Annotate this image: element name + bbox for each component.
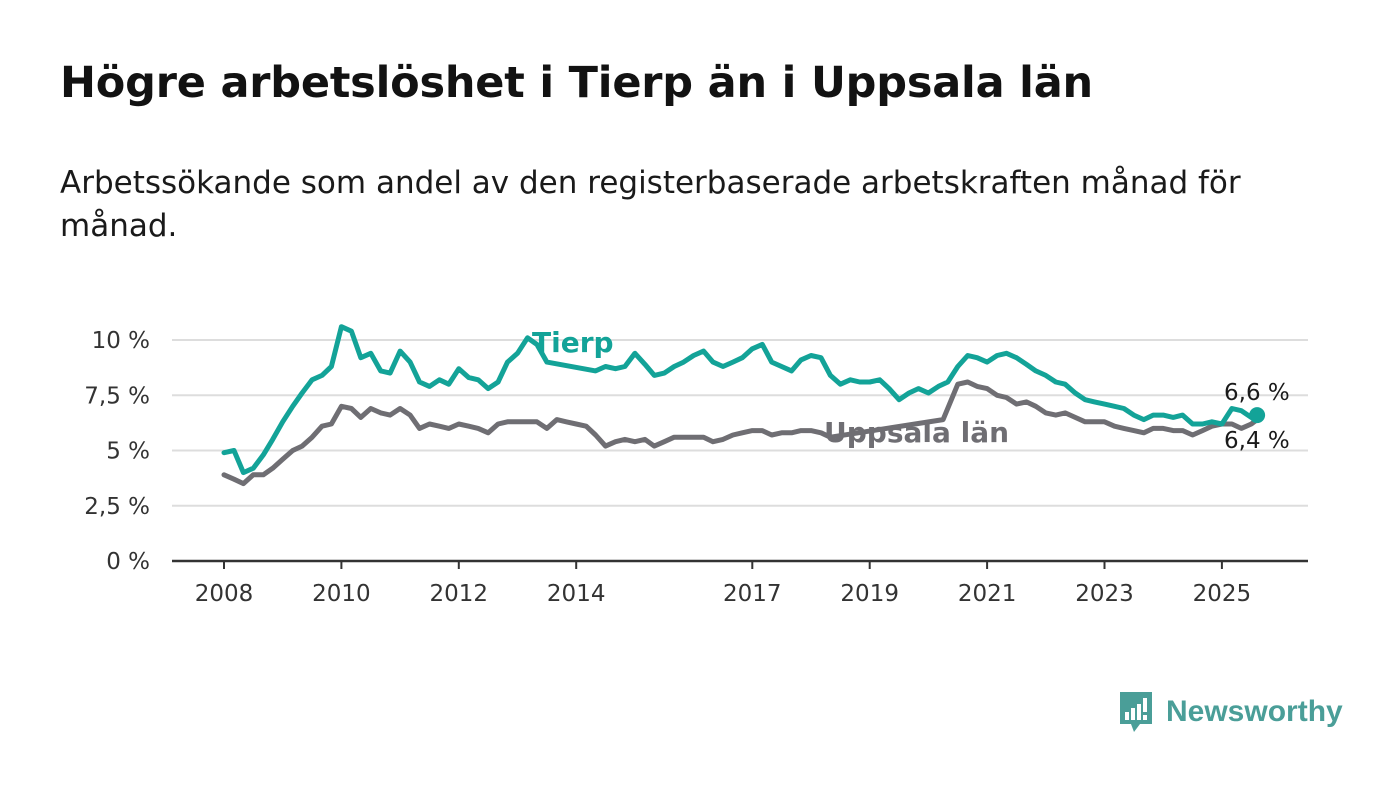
annotations: Tierp Uppsala län 6,6 % 6,4 % — [532, 326, 1290, 454]
series-line-uppsala — [221, 379, 1260, 487]
y-tick-label: 10 % — [92, 328, 150, 354]
bar-chart-icon — [1120, 692, 1152, 732]
x-tick-label: 2012 — [430, 581, 489, 607]
y-axis-ticks: 0 % 2,5 % 5 % 7,5 % 10 % — [84, 328, 150, 575]
x-axis: 2008 2010 2012 2014 2017 2019 2021 2023 2025 — [172, 559, 1308, 607]
x-tick-label: 2025 — [1193, 581, 1252, 607]
x-tick-label: 2019 — [840, 581, 899, 607]
brand-name: Newsworthy — [1166, 695, 1343, 728]
chart-subtitle: Arbetssökande som andel av den registerb… — [60, 165, 1241, 244]
series-line-tierp — [221, 324, 1260, 476]
y-tick-label: 7,5 % — [84, 383, 150, 409]
x-tick-label: 2008 — [195, 581, 254, 607]
brand-logo: Newsworthy — [1118, 690, 1343, 734]
x-tick-label: 2023 — [1075, 581, 1134, 607]
end-label-uppsala: 6,4 % — [1224, 428, 1290, 454]
x-tick-label: 2017 — [723, 581, 782, 607]
gridlines — [172, 339, 1308, 507]
x-tick-label: 2014 — [547, 581, 606, 607]
x-tick-label: 2021 — [958, 581, 1017, 607]
end-point-tierp — [1249, 407, 1266, 424]
chart-title: Högre arbetslöshet i Tierp än i Uppsala … — [60, 58, 1093, 108]
end-label-tierp: 6,6 % — [1224, 380, 1290, 406]
y-tick-label: 2,5 % — [84, 494, 150, 520]
series-label-uppsala: Uppsala län — [824, 416, 1009, 449]
series-lines — [221, 324, 1266, 487]
x-tick-label: 2010 — [312, 581, 371, 607]
y-tick-label: 5 % — [106, 439, 150, 465]
series-label-tierp: Tierp — [532, 326, 614, 359]
y-tick-label: 0 % — [106, 549, 150, 575]
